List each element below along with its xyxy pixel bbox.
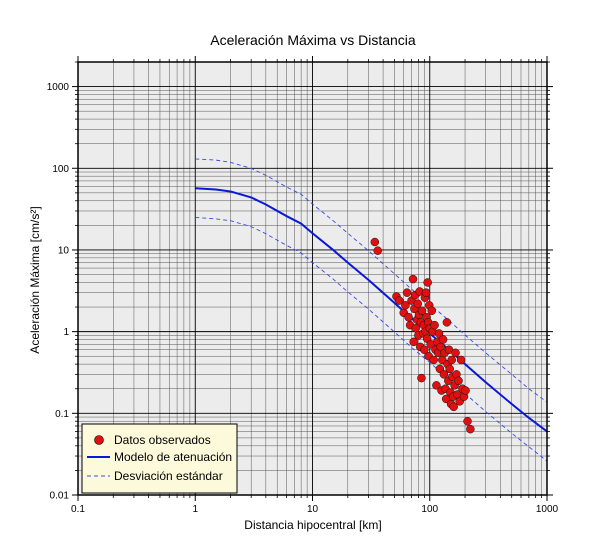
observed-point: [423, 278, 432, 287]
series-layer: [195, 158, 548, 462]
observed-point: [463, 416, 472, 426]
observed-point: [447, 355, 456, 365]
stddev-lower-line: [195, 217, 548, 462]
observed-point: [461, 386, 470, 395]
observed-point: [434, 329, 444, 338]
observed-point: [451, 348, 460, 358]
x-axis-tick-labels: 0.1 1 10 100 1000: [71, 504, 559, 515]
y-tick-label: 10: [58, 245, 70, 256]
x-axis-title: Distancia hipocentral [km]: [244, 518, 381, 532]
observed-point: [454, 376, 463, 386]
attenuation-model-line: [195, 187, 548, 433]
legend-observed-label: Datos observados: [114, 433, 211, 447]
axis-ticks: [72, 56, 553, 501]
x-tick-label: 1: [192, 504, 198, 515]
y-tick-label: 1: [63, 327, 69, 338]
observed-point: [373, 246, 382, 255]
y-axis-title: Aceleración Máxima [cm/s²]: [28, 206, 42, 353]
y-tick-label: 1000: [47, 82, 70, 93]
observed-point: [395, 296, 404, 305]
observed-point: [432, 381, 441, 390]
observed-point: [370, 237, 380, 247]
observed-point: [413, 299, 422, 308]
observed-point: [427, 306, 436, 316]
legend-observed-marker: [94, 435, 104, 445]
chart-title: Aceleración Máxima vs Distancia: [210, 32, 416, 48]
observed-point: [429, 355, 438, 365]
y-tick-label: 0.1: [55, 409, 69, 420]
x-tick-label: 0.1: [71, 504, 85, 515]
y-tick-label: 0.01: [50, 491, 70, 502]
observed-point: [421, 288, 431, 297]
stddev-upper-line: [195, 158, 548, 403]
x-tick-label: 100: [421, 504, 438, 515]
observed-point: [401, 301, 410, 310]
legend: Datos observados Modelo de atenuación De…: [81, 423, 238, 494]
observed-point: [409, 337, 418, 347]
observed-point: [466, 424, 475, 434]
y-axis-tick-labels: 0.01 0.1 1 10 100 1000: [47, 82, 70, 501]
x-tick-label: 10: [307, 504, 319, 515]
observed-point: [420, 345, 429, 355]
observed-point: [456, 355, 466, 365]
legend-model-label: Modelo de atenuación: [114, 450, 232, 464]
observed-point: [417, 306, 427, 316]
observed-point: [417, 373, 426, 383]
observed-point: [404, 313, 413, 322]
observed-point: [445, 364, 454, 374]
observed-point: [442, 318, 452, 327]
observed-point: [449, 402, 458, 412]
observed-point: [438, 335, 448, 344]
observed-point: [408, 274, 418, 284]
legend-box: [81, 423, 238, 494]
observed-point: [430, 320, 439, 330]
observed-point: [402, 288, 412, 297]
x-tick-label: 1000: [536, 504, 559, 515]
legend-stddev-label: Desviación estándar: [114, 469, 223, 483]
y-tick-label: 100: [52, 164, 69, 175]
observed-point: [439, 370, 449, 379]
